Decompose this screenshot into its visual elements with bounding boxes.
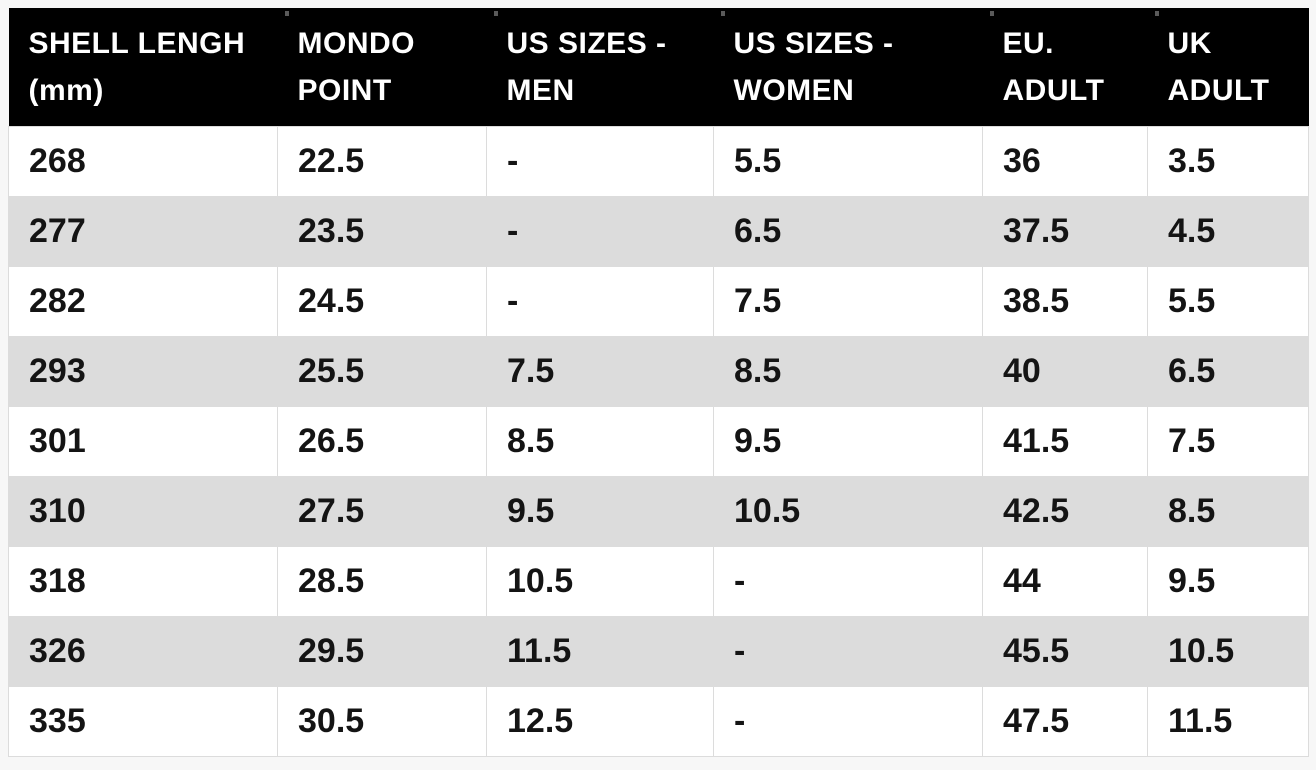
table-row: 301 26.5 8.5 9.5 41.5 7.5 bbox=[8, 405, 1309, 477]
table-row: 318 28.5 10.5 - 44 9.5 bbox=[8, 545, 1309, 617]
table-cell: 7.5 bbox=[713, 265, 983, 337]
table-cell: 28.5 bbox=[277, 545, 487, 617]
table-cell: 11.5 bbox=[1147, 685, 1309, 757]
table-cell: 8.5 bbox=[1147, 475, 1309, 547]
col-header-eu-adult: EU. ADULT bbox=[982, 8, 1148, 126]
column-border-stub bbox=[721, 11, 725, 16]
table-row: 277 23.5 - 6.5 37.5 4.5 bbox=[8, 195, 1309, 267]
size-chart-table: SHELL LENGH (mm) MONDO POINT US SIZES - … bbox=[8, 8, 1309, 757]
table-cell: 10.5 bbox=[713, 475, 983, 547]
table-row: 268 22.5 - 5.5 36 3.5 bbox=[8, 125, 1309, 197]
table-cell: 301 bbox=[8, 405, 278, 477]
table-cell: 7.5 bbox=[1147, 405, 1309, 477]
table-cell: 268 bbox=[8, 125, 278, 197]
table-cell: 8.5 bbox=[713, 335, 983, 407]
header-row: SHELL LENGH (mm) MONDO POINT US SIZES - … bbox=[8, 8, 1309, 126]
col-header-shell-length: SHELL LENGH (mm) bbox=[8, 8, 278, 126]
table-cell: 8.5 bbox=[486, 405, 714, 477]
col-header-uk-adult: UK ADULT bbox=[1147, 8, 1309, 126]
table-cell: - bbox=[486, 265, 714, 337]
table-cell: 9.5 bbox=[486, 475, 714, 547]
table-cell: 30.5 bbox=[277, 685, 487, 757]
column-border-stub bbox=[990, 11, 994, 16]
table-cell: 37.5 bbox=[982, 195, 1148, 267]
table-cell: 9.5 bbox=[1147, 545, 1309, 617]
table-cell: 335 bbox=[8, 685, 278, 757]
column-border-stub bbox=[1155, 11, 1159, 16]
table-cell: 27.5 bbox=[277, 475, 487, 547]
table-cell: 11.5 bbox=[486, 615, 714, 687]
table-cell: 318 bbox=[8, 545, 278, 617]
table-cell: 47.5 bbox=[982, 685, 1148, 757]
size-chart: SHELL LENGH (mm) MONDO POINT US SIZES - … bbox=[8, 8, 1309, 757]
table-row: 326 29.5 11.5 - 45.5 10.5 bbox=[8, 615, 1309, 687]
table-cell: 45.5 bbox=[982, 615, 1148, 687]
table-cell: 326 bbox=[8, 615, 278, 687]
column-border-stub bbox=[285, 11, 289, 16]
table-cell: 10.5 bbox=[486, 545, 714, 617]
table-cell: - bbox=[486, 125, 714, 197]
table-cell: 22.5 bbox=[277, 125, 487, 197]
table-cell: - bbox=[486, 195, 714, 267]
table-cell: 40 bbox=[982, 335, 1148, 407]
col-header-mondo-point: MONDO POINT bbox=[277, 8, 487, 126]
table-cell: 41.5 bbox=[982, 405, 1148, 477]
table-cell: - bbox=[713, 685, 983, 757]
table-header: SHELL LENGH (mm) MONDO POINT US SIZES - … bbox=[8, 8, 1309, 126]
table-cell: 293 bbox=[8, 335, 278, 407]
col-header-us-sizes-men: US SIZES - MEN bbox=[486, 8, 714, 126]
table-cell: 23.5 bbox=[277, 195, 487, 267]
table-cell: 38.5 bbox=[982, 265, 1148, 337]
table-cell: 6.5 bbox=[1147, 335, 1309, 407]
table-cell: 3.5 bbox=[1147, 125, 1309, 197]
table-cell: 282 bbox=[8, 265, 278, 337]
table-cell: - bbox=[713, 615, 983, 687]
table-cell: 36 bbox=[982, 125, 1148, 197]
table-cell: 9.5 bbox=[713, 405, 983, 477]
table-row: 293 25.5 7.5 8.5 40 6.5 bbox=[8, 335, 1309, 407]
table-cell: 12.5 bbox=[486, 685, 714, 757]
table-cell: 7.5 bbox=[486, 335, 714, 407]
table-cell: 44 bbox=[982, 545, 1148, 617]
table-cell: 4.5 bbox=[1147, 195, 1309, 267]
table-cell: 10.5 bbox=[1147, 615, 1309, 687]
table-cell: 29.5 bbox=[277, 615, 487, 687]
table-cell: 26.5 bbox=[277, 405, 487, 477]
table-cell: 24.5 bbox=[277, 265, 487, 337]
table-cell: 310 bbox=[8, 475, 278, 547]
table-cell: 42.5 bbox=[982, 475, 1148, 547]
table-body: 268 22.5 - 5.5 36 3.5 277 23.5 - 6.5 37.… bbox=[8, 125, 1309, 757]
table-cell: 5.5 bbox=[713, 125, 983, 197]
col-header-us-sizes-women: US SIZES - WOMEN bbox=[713, 8, 983, 126]
table-cell: 5.5 bbox=[1147, 265, 1309, 337]
table-cell: 25.5 bbox=[277, 335, 487, 407]
table-row: 282 24.5 - 7.5 38.5 5.5 bbox=[8, 265, 1309, 337]
table-row: 335 30.5 12.5 - 47.5 11.5 bbox=[8, 685, 1309, 757]
table-row: 310 27.5 9.5 10.5 42.5 8.5 bbox=[8, 475, 1309, 547]
table-cell: 277 bbox=[8, 195, 278, 267]
table-cell: 6.5 bbox=[713, 195, 983, 267]
column-border-stub bbox=[494, 11, 498, 16]
table-cell: - bbox=[713, 545, 983, 617]
